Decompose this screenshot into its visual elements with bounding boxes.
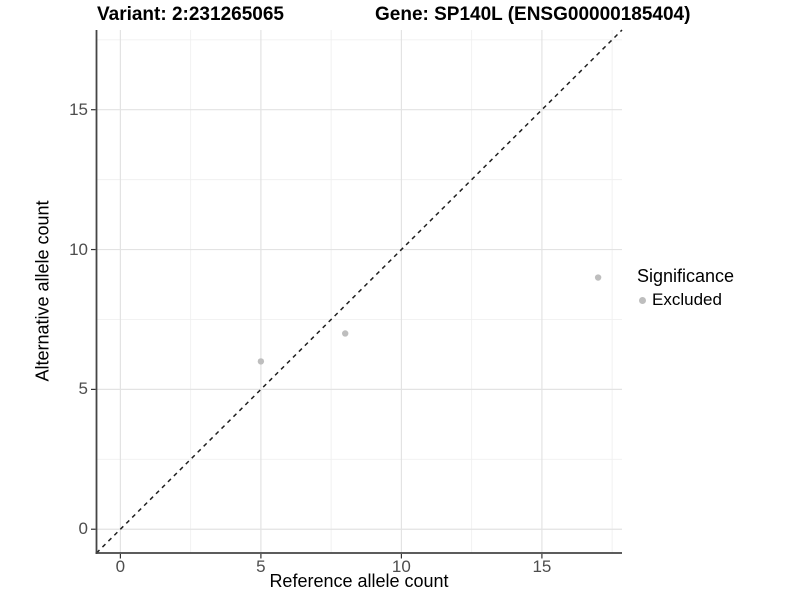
x-tick-label: 0 <box>115 557 126 576</box>
gene-title: Gene: SP140L (ENSG00000185404) <box>375 4 691 25</box>
excluded-point-icon <box>639 296 646 304</box>
legend-item-excluded: Excluded <box>637 290 734 310</box>
y-tick-label: 15 <box>69 99 88 119</box>
y-tick-label: 5 <box>78 379 88 399</box>
y-tick-label: 10 <box>69 239 88 259</box>
y-tick-label: 0 <box>78 519 88 539</box>
x-tick-label: 15 <box>532 557 552 576</box>
legend-title: Significance <box>637 266 735 286</box>
data-point <box>341 330 349 337</box>
y-axis-title: Alternative allele count <box>32 200 53 382</box>
variant-title: Variant: 2:231265065 <box>97 4 284 25</box>
x-tick-label: 10 <box>391 557 411 576</box>
legend: Significance Excluded <box>637 266 734 310</box>
legend-item-label: Excluded <box>652 290 722 309</box>
x-tick-label: 5 <box>256 557 266 576</box>
data-point <box>594 274 602 281</box>
data-point <box>257 358 265 365</box>
x-axis-title: Reference allele count <box>269 571 449 591</box>
identity-line <box>95 29 623 554</box>
